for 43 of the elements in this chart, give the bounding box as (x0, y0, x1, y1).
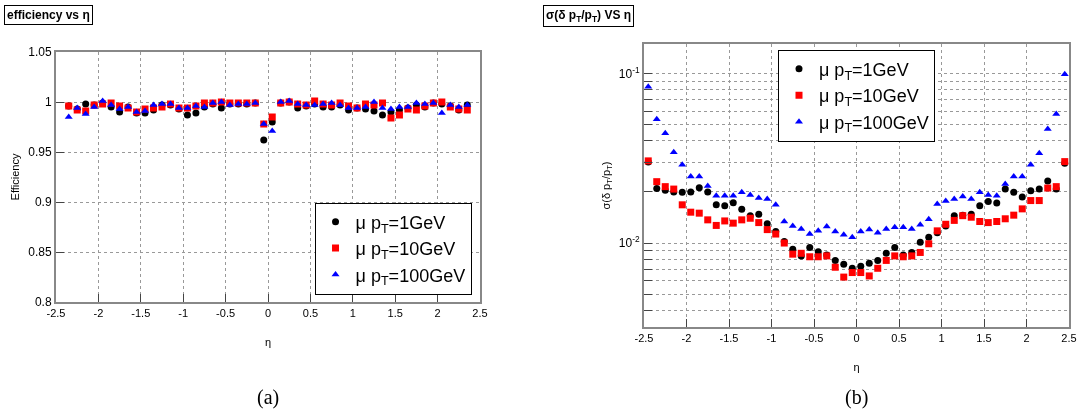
y-tick-label: 0.9 (34, 195, 52, 210)
x-tick-label: -0.5 (216, 307, 236, 320)
x-axis-title: η (264, 336, 272, 348)
x-axis-title: η (853, 361, 860, 373)
y-tick-label: 10$^{-2}$ (618, 234, 640, 251)
x-tick-label: 2.5 (472, 307, 488, 320)
chart-title: σ(δ p$_{T}$/p$_{T}$) VS η (546, 8, 632, 24)
x-tick-label: -2 (681, 332, 692, 345)
legend-label: μ p$_{T}$=1GeV (819, 59, 909, 83)
x-tick-label: -2.5 (46, 307, 66, 320)
x-tick-label: -2.5 (634, 332, 654, 345)
x-tick-label: -1.5 (719, 332, 739, 345)
legend-label: μ p$_{T}$=100GeV (819, 112, 929, 136)
x-tick-label: 2 (434, 307, 441, 320)
x-tick-label: 1.5 (976, 332, 992, 345)
text: (b) (845, 386, 869, 409)
x-tick-label: -2 (93, 307, 104, 320)
chart-title: efficiency vs η (7, 8, 90, 22)
x-tick-label: -1 (766, 332, 777, 345)
y-tick-label: 0.95 (28, 145, 52, 160)
y-tick-label: 1.05 (28, 45, 52, 60)
legend-label: μ p$_{T}$=100GeV (355, 265, 466, 289)
x-tick-label: 0 (853, 332, 860, 345)
x-tick-label: -1 (178, 307, 189, 320)
x-tick-label: 1 (938, 332, 945, 345)
y-tick-label: 0.85 (28, 245, 52, 260)
y-tick-label: 10$^{-1}$ (618, 64, 640, 81)
x-tick-label: 1 (349, 307, 356, 320)
x-tick-label: 2 (1023, 332, 1030, 345)
x-tick-label: -0.5 (804, 332, 824, 345)
x-tick-label: 0.5 (891, 332, 907, 345)
x-tick-label: 0 (264, 307, 272, 320)
x-tick-label: 1.5 (387, 307, 403, 320)
text: (a) (257, 386, 280, 409)
legend-label: μ p$_{T}$=10GeV (819, 86, 919, 110)
y-tick-label: 0.8 (34, 295, 52, 310)
x-tick-label: 2.5 (1061, 332, 1077, 345)
legend-label: μ p$_{T}$=10GeV (355, 239, 456, 262)
legend-label: μ p$_{T}$=1GeV (355, 212, 446, 236)
y-axis-title: Efficiency (9, 153, 22, 201)
y-tick-label: 1 (44, 95, 52, 110)
x-tick-label: 0.5 (302, 307, 319, 320)
x-tick-label: -1.5 (131, 307, 151, 320)
